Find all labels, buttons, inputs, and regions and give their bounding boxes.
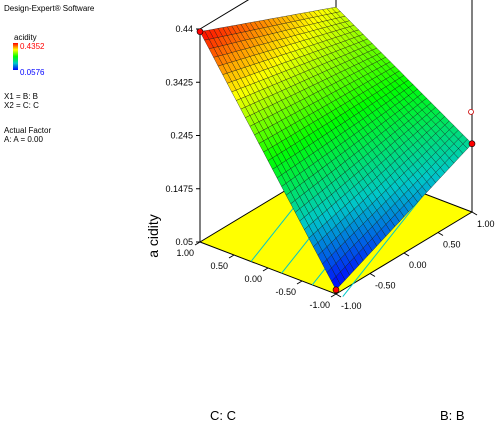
app-title: Design-Expert® Software [4,4,95,13]
b-tick-label: 0.00 [409,260,427,270]
c-axis-title: C: C [210,408,236,423]
x2-factor-label: X2 = C: C [4,101,39,110]
b-tick-label: 0.50 [443,240,461,250]
surface-cell [331,276,341,291]
z-tick-label: 0.3425 [165,77,193,87]
z-tick-label: 0.05 [175,237,193,247]
x1-factor-label: X1 = B: B [4,92,39,101]
design-point [332,286,340,294]
b-tick-label: 1.00 [477,219,495,229]
z-tick-label: 0.1475 [165,184,193,194]
c-tick-label: 1.00 [176,248,194,258]
z-axis-label: a cidity [145,214,161,258]
c-tick-label: 0.50 [210,261,228,271]
actual-factor-value: A: A = 0.00 [4,135,43,144]
z-tick-label: 0.245 [170,131,193,141]
c-tick-label: -1.00 [309,300,330,310]
legend-min-label: 0.0576 [20,68,45,77]
b-tick-mark [403,252,410,257]
c-tick-label: 0.00 [244,274,262,284]
b-tick-mark [335,293,342,298]
legend-max-label: 0.4352 [20,42,45,51]
tick-labels-layer: 0.05 0.1475 0.245 0.3425 0.44 a cidity -1.00 -0… [145,24,495,423]
top-back-left-edge [199,0,250,30]
floor-contour-line [342,193,425,297]
c-tick-label: -0.50 [275,287,296,297]
c-tick-mark [194,241,201,246]
b-tick-label: -0.50 [375,281,396,291]
b-tick-label: -1.00 [341,301,362,311]
design-point [468,108,474,115]
b-tick-mark [369,273,376,277]
c-tick-mark [228,254,235,259]
c-tick-mark [296,280,303,285]
front-edges-layer [196,0,476,294]
response-surface [199,6,473,291]
c-tick-mark [262,267,269,272]
design-point [196,28,204,35]
b-tick-mark [471,211,478,216]
b-axis-title: B: B [440,408,465,423]
z-tick-label: 0.44 [175,24,193,34]
c-tick-mark [330,293,337,298]
actual-factor-title: Actual Factor [4,126,52,135]
b-tick-mark [437,232,444,236]
design-point [468,140,476,148]
legend-title: acidity [14,33,37,42]
legend-color-bar [13,43,18,70]
